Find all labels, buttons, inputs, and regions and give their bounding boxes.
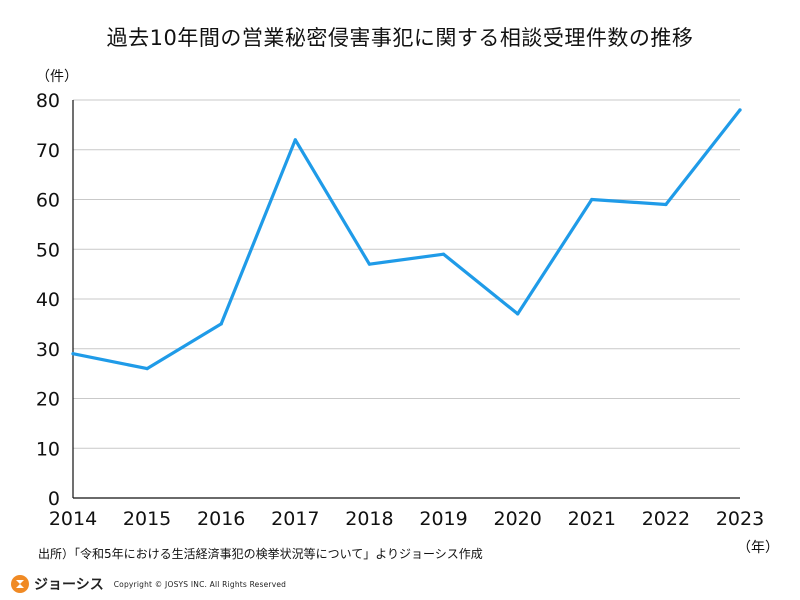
y-tick-label: 50 <box>36 239 60 261</box>
x-tick-label: 2022 <box>642 508 690 530</box>
grid-layer <box>73 99 740 449</box>
x-tick-label: 2016 <box>197 508 245 530</box>
y-tick-label: 80 <box>36 90 60 112</box>
x-axis-unit-label: （年） <box>737 540 779 556</box>
data-point <box>219 322 223 326</box>
y-tick-label: 10 <box>36 438 60 460</box>
source-note: 出所）「令和5年における生活経済事犯の検挙状況等について」よりジョーシス作成 <box>38 547 483 561</box>
data-point <box>441 252 446 256</box>
data-point <box>738 108 742 112</box>
y-tick-label: 40 <box>36 289 60 311</box>
x-tick-label: 2015 <box>123 508 171 530</box>
data-point <box>367 262 372 266</box>
data-point <box>590 197 594 202</box>
y-tick-label: 70 <box>36 140 60 162</box>
y-tick-label: 30 <box>36 339 60 361</box>
y-tick-label: 0 <box>48 488 60 510</box>
x-tick-label: 2018 <box>345 508 393 530</box>
x-tick-label: 2023 <box>716 508 764 530</box>
x-tick-label: 2019 <box>419 508 467 530</box>
y-tick-label: 60 <box>36 190 60 212</box>
data-point <box>145 367 149 371</box>
x-tick-label: 2017 <box>271 508 319 530</box>
data-point <box>516 312 520 316</box>
data-point <box>664 202 668 207</box>
y-axis-unit-label: （件） <box>36 69 78 85</box>
x-tick-label: 2014 <box>49 508 97 530</box>
logo-text: ジョーシス <box>34 577 104 593</box>
y-tick-label: 20 <box>36 389 60 411</box>
josys-logo-icon <box>11 575 29 593</box>
x-tick-label: 2020 <box>493 508 541 530</box>
data-point <box>293 138 297 142</box>
x-tick-label: 2021 <box>568 508 616 530</box>
chart-title: 過去10年間の営業秘密侵害事犯に関する相談受理件数の推移 <box>106 26 694 50</box>
series-line-0 <box>71 108 742 371</box>
data-point <box>71 352 75 356</box>
footer: ジョーシス Copyright © JOSYS INC. All Rights … <box>10 574 286 594</box>
axis-layer <box>72 100 740 499</box>
series-layer <box>71 108 742 371</box>
ticks-layer: 0 10 20 30 40 50 60 70 80 2014 2015 2016 2017 2018 201… <box>36 90 764 530</box>
copyright: Copyright © JOSYS INC. All Rights Reserv… <box>113 579 287 589</box>
